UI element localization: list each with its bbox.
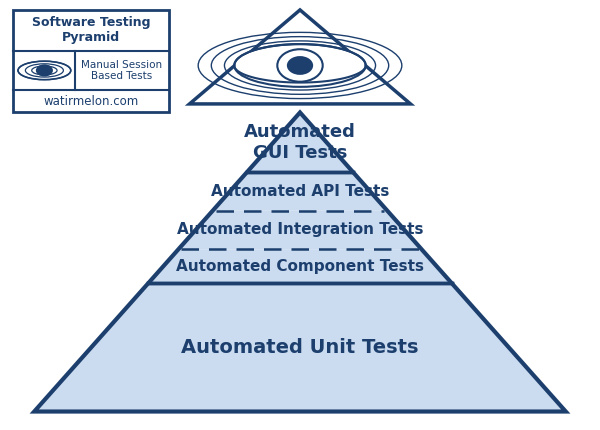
Ellipse shape bbox=[18, 61, 71, 80]
Circle shape bbox=[36, 64, 53, 77]
Polygon shape bbox=[34, 283, 566, 412]
Ellipse shape bbox=[235, 44, 365, 87]
Polygon shape bbox=[190, 10, 410, 104]
Polygon shape bbox=[247, 113, 353, 172]
Text: Automated Unit Tests: Automated Unit Tests bbox=[181, 338, 419, 357]
Text: Manual Session
Based Tests: Manual Session Based Tests bbox=[82, 60, 163, 81]
Text: Software Testing
Pyramid: Software Testing Pyramid bbox=[32, 16, 150, 44]
Circle shape bbox=[277, 49, 323, 82]
Text: Automated API Tests: Automated API Tests bbox=[211, 184, 389, 199]
Polygon shape bbox=[212, 172, 388, 211]
Text: Automated Integration Tests: Automated Integration Tests bbox=[177, 222, 423, 237]
Text: watirmelon.com: watirmelon.com bbox=[43, 95, 139, 108]
Text: Automated
GUI Tests: Automated GUI Tests bbox=[244, 123, 356, 162]
Circle shape bbox=[287, 56, 313, 75]
Text: Automated Component Tests: Automated Component Tests bbox=[176, 259, 424, 274]
FancyBboxPatch shape bbox=[13, 10, 169, 113]
Polygon shape bbox=[148, 249, 452, 283]
Polygon shape bbox=[179, 211, 421, 249]
